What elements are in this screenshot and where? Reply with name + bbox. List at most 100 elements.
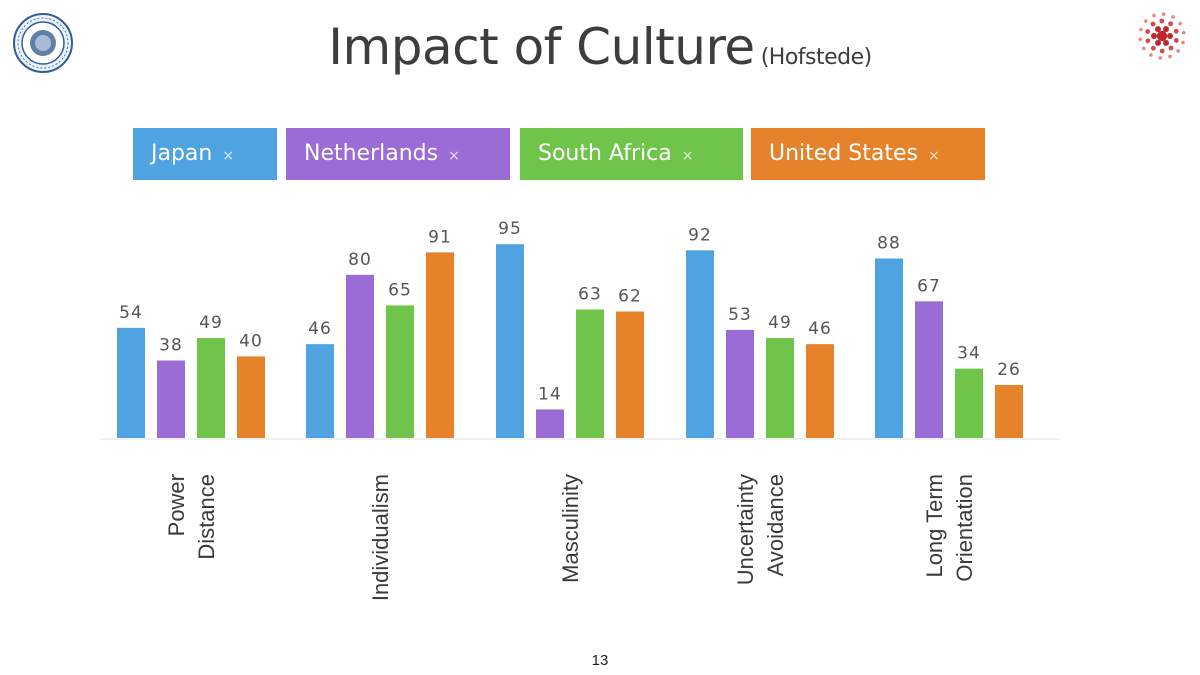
logo-dot bbox=[1159, 48, 1165, 54]
bar[interactable] bbox=[157, 360, 185, 438]
x-tick-label: Long Term Orientation bbox=[922, 474, 977, 582]
logo-dot bbox=[1161, 12, 1166, 16]
data-label: 34 bbox=[957, 344, 981, 364]
legend-item-japan[interactable]: Japan × bbox=[133, 128, 277, 180]
logo-dot bbox=[1139, 27, 1143, 32]
data-label: 65 bbox=[388, 280, 412, 300]
bar[interactable] bbox=[237, 356, 265, 438]
bar[interactable] bbox=[306, 344, 334, 438]
bar[interactable] bbox=[915, 301, 943, 438]
logo-dot bbox=[1181, 30, 1186, 35]
logo-dot bbox=[1151, 33, 1157, 39]
x-tick-label-line: Power bbox=[164, 474, 189, 536]
bar[interactable] bbox=[806, 344, 834, 438]
data-label: 63 bbox=[578, 284, 602, 304]
data-label: 92 bbox=[688, 225, 712, 245]
logo-dot bbox=[1167, 33, 1173, 39]
logo-dot bbox=[1163, 26, 1169, 33]
logo-dot bbox=[1142, 46, 1146, 51]
legend-label: Japan bbox=[151, 141, 213, 166]
bar[interactable] bbox=[875, 258, 903, 438]
legend-item-united-states[interactable]: United States × bbox=[751, 128, 985, 180]
data-label: 14 bbox=[538, 384, 562, 404]
x-tick-label: Uncertainty Avoidance bbox=[733, 474, 788, 585]
x-tick-label: Individualism bbox=[368, 474, 393, 601]
logo-dot bbox=[1168, 45, 1174, 51]
logo-dot bbox=[1155, 39, 1161, 46]
page-number: 13 bbox=[591, 652, 609, 669]
bar[interactable] bbox=[536, 409, 564, 438]
bar[interactable] bbox=[426, 252, 454, 438]
legend-remove-icon[interactable]: × bbox=[222, 148, 235, 164]
logo-dot bbox=[1145, 29, 1151, 34]
x-tick-label-line: Long Term bbox=[922, 474, 947, 578]
logo-dot bbox=[1171, 15, 1175, 19]
data-label: 40 bbox=[239, 331, 263, 351]
data-label: 88 bbox=[877, 233, 901, 253]
bar[interactable] bbox=[386, 305, 414, 438]
data-label: 26 bbox=[997, 360, 1021, 380]
bar[interactable] bbox=[496, 244, 524, 438]
logo-dot bbox=[1157, 31, 1167, 41]
logo-dot bbox=[1176, 49, 1180, 53]
slide-title: Impact of Culture (Hofstede) bbox=[0, 18, 1200, 76]
x-tick-label-line: Avoidance bbox=[763, 474, 788, 576]
logo-dot bbox=[1159, 18, 1165, 24]
bar[interactable] bbox=[726, 329, 754, 438]
data-label: 95 bbox=[498, 219, 522, 239]
logo-dot bbox=[1181, 40, 1185, 45]
dotted-burst-logo bbox=[1134, 8, 1190, 64]
data-label: 49 bbox=[768, 313, 792, 333]
x-tick-label: Masculinity bbox=[558, 474, 583, 583]
legend-label: South Africa bbox=[538, 141, 672, 166]
logo-dot bbox=[1144, 19, 1148, 23]
bar[interactable] bbox=[346, 274, 374, 438]
logo-dot bbox=[1152, 13, 1156, 18]
institute-seal-logo bbox=[12, 12, 74, 74]
x-tick-label-line: Orientation bbox=[952, 474, 977, 582]
data-label: 80 bbox=[348, 250, 372, 270]
logo-dot bbox=[1149, 53, 1153, 57]
logo-dot bbox=[1178, 21, 1182, 26]
legend-remove-icon[interactable]: × bbox=[681, 148, 694, 164]
logo-dot bbox=[1145, 38, 1151, 44]
logo-dot bbox=[1168, 21, 1174, 27]
logo-dot bbox=[1155, 26, 1161, 33]
logo-dot bbox=[1138, 37, 1143, 42]
data-label: 62 bbox=[618, 287, 642, 307]
logo-dot bbox=[1173, 38, 1179, 43]
x-tick-label: Power Distance bbox=[164, 474, 219, 560]
legend-item-south-africa[interactable]: South Africa × bbox=[520, 128, 743, 180]
legend-label: Netherlands bbox=[304, 141, 439, 166]
data-label: 49 bbox=[199, 313, 223, 333]
data-label: 38 bbox=[159, 335, 183, 355]
bar[interactable] bbox=[995, 384, 1023, 438]
title-subtitle: (Hofstede) bbox=[760, 45, 873, 70]
logo-dot bbox=[1163, 39, 1169, 46]
legend-remove-icon[interactable]: × bbox=[448, 148, 460, 164]
x-tick-label-line: Distance bbox=[194, 474, 219, 560]
legend-item-netherlands[interactable]: Netherlands × bbox=[286, 128, 510, 180]
bar[interactable] bbox=[686, 250, 714, 438]
bar[interactable] bbox=[117, 327, 145, 438]
bar[interactable] bbox=[576, 309, 604, 438]
bar[interactable] bbox=[955, 368, 983, 438]
bar[interactable] bbox=[616, 311, 644, 438]
data-label: 46 bbox=[308, 319, 332, 339]
data-label: 53 bbox=[728, 305, 752, 325]
x-tick-label-line: Masculinity bbox=[558, 474, 583, 583]
bar[interactable] bbox=[766, 338, 794, 438]
logo-dot bbox=[1150, 45, 1156, 51]
data-label: 67 bbox=[917, 276, 941, 296]
title-text: Impact of Culture bbox=[328, 18, 755, 76]
x-tick-label-line: Uncertainty bbox=[733, 474, 758, 585]
legend-label: United States bbox=[769, 141, 918, 166]
logo-dot bbox=[1173, 28, 1179, 34]
data-label: 54 bbox=[119, 303, 143, 323]
bar[interactable] bbox=[197, 338, 225, 438]
logo-dot bbox=[1168, 54, 1172, 59]
logo-dot bbox=[1158, 56, 1163, 60]
legend-remove-icon[interactable]: × bbox=[927, 148, 940, 164]
data-label: 91 bbox=[428, 227, 452, 247]
